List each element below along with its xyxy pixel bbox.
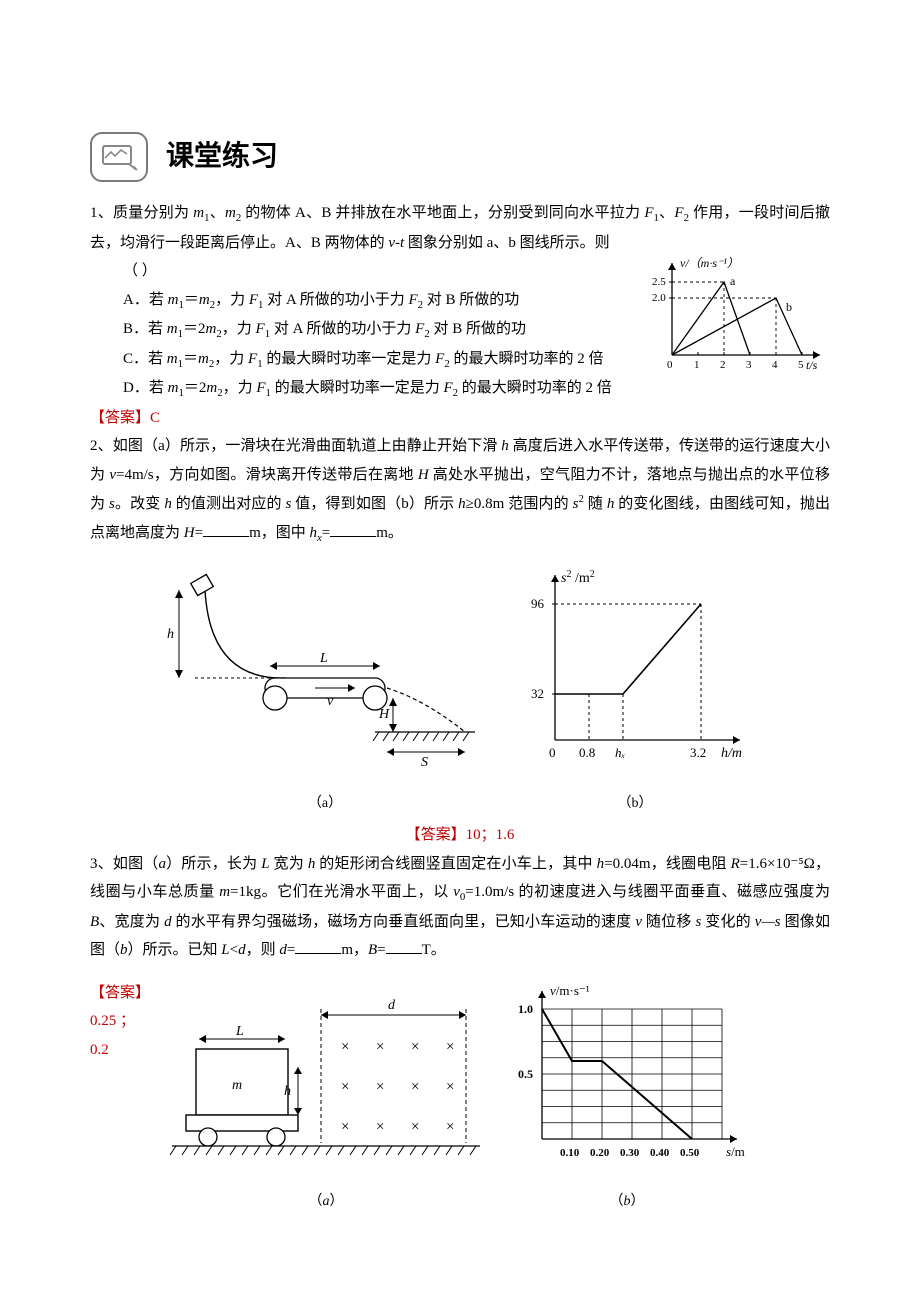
q3-fig-b-caption: （b） — [502, 1189, 752, 1216]
question-1: 1、质量分别为 m1、m2 的物体 A、B 并排放在水平地面上，分别受到同向水平… — [90, 199, 830, 432]
svg-text:h: h — [167, 627, 174, 642]
svg-text:5: 5 — [798, 359, 804, 371]
q2-figure-a: h L v H S — [165, 560, 485, 817]
q1-answer: 【答案】C — [90, 404, 830, 433]
q3-fig-a-caption: （a） — [166, 1189, 486, 1216]
svg-text:1.0: 1.0 — [518, 1002, 533, 1016]
question-3: 3、如图（a）所示，长为 L 宽为 h 的矩形闭合线圈竖直固定在小车上，其中 h… — [90, 850, 830, 1216]
svg-text:4: 4 — [772, 359, 778, 371]
q2-answer: 【答案】10；1.6 — [90, 821, 830, 850]
q2-fig-b-caption: （b） — [515, 791, 755, 818]
svg-text:0: 0 — [549, 745, 556, 760]
svg-text:h: h — [284, 1084, 291, 1099]
svg-text:×: × — [376, 1039, 384, 1055]
svg-text:×: × — [446, 1119, 454, 1135]
question-2: 2、如图（a）所示，一滑块在光滑曲面轨道上由静止开始下滑 h 高度后进入水平传送… — [90, 432, 830, 850]
svg-text:3.2: 3.2 — [690, 745, 706, 760]
svg-text:0.5: 0.5 — [518, 1067, 533, 1081]
svg-text:×: × — [341, 1119, 349, 1135]
svg-text:0.10: 0.10 — [560, 1147, 580, 1159]
q1-vt-chart: v/（m·s⁻¹） t/s 2.5 2.0 0 1 2 3 4 5 a b — [650, 255, 830, 386]
svg-text:96: 96 — [531, 596, 545, 611]
svg-text:a: a — [730, 274, 736, 288]
svg-text:3: 3 — [746, 359, 752, 371]
svg-text:h/m: h/m — [721, 746, 742, 761]
svg-text:0.50: 0.50 — [680, 1147, 700, 1159]
svg-text:×: × — [411, 1039, 419, 1055]
svg-text:×: × — [446, 1039, 454, 1055]
svg-text:×: × — [341, 1079, 349, 1095]
svg-text:×: × — [341, 1039, 349, 1055]
q3-figure-b: v/m·s⁻¹ s/m 1.0 0.5 0.10 0.20 0.30 0.40 0.50… — [502, 979, 752, 1216]
svg-text:2.5: 2.5 — [652, 276, 666, 288]
svg-text:s2 /m2: s2 /m2 — [561, 569, 595, 586]
svg-text:S: S — [421, 755, 428, 770]
svg-text:2: 2 — [720, 359, 726, 371]
svg-text:0: 0 — [667, 359, 673, 371]
q3-figure-a: d × × × × × × × × × × × × L m — [166, 979, 486, 1216]
svg-text:0.40: 0.40 — [650, 1147, 670, 1159]
svg-text:1: 1 — [694, 359, 700, 371]
svg-text:0.20: 0.20 — [590, 1147, 610, 1159]
q2-figure-b: s2 /m2 h/m 96 32 0 0.8 hₓ 3.2 （b） — [515, 560, 755, 817]
svg-text:×: × — [376, 1079, 384, 1095]
q2-stem: 2、如图（a）所示，一滑块在光滑曲面轨道上由静止开始下滑 h 高度后进入水平传送… — [90, 432, 830, 548]
svg-text:v/m·s⁻¹: v/m·s⁻¹ — [550, 983, 590, 998]
svg-text:2.0: 2.0 — [652, 292, 666, 304]
q1-stem: 1、质量分别为 m1、m2 的物体 A、B 并排放在水平地面上，分别受到同向水平… — [90, 199, 830, 257]
svg-text:0.30: 0.30 — [620, 1147, 640, 1159]
svg-text:×: × — [411, 1119, 419, 1135]
svg-text:0.8: 0.8 — [579, 745, 595, 760]
svg-text:32: 32 — [531, 686, 544, 701]
section-header: 课堂练习 — [90, 130, 830, 183]
svg-text:L: L — [319, 651, 328, 666]
xlabel: t/s — [806, 358, 818, 372]
svg-text:s/m: s/m — [726, 1144, 745, 1159]
svg-text:×: × — [376, 1119, 384, 1135]
svg-text:b: b — [786, 300, 792, 314]
svg-text:×: × — [411, 1079, 419, 1095]
ylabel: v/（m·s⁻¹） — [680, 256, 739, 270]
svg-text:hₓ: hₓ — [615, 745, 626, 760]
svg-text:L: L — [235, 1024, 244, 1039]
q2-fig-a-caption: （a） — [165, 791, 485, 818]
svg-text:H: H — [378, 707, 390, 722]
svg-text:m: m — [232, 1078, 242, 1093]
svg-text:d: d — [388, 998, 396, 1013]
svg-text:v: v — [327, 694, 334, 709]
section-title: 课堂练习 — [166, 130, 278, 183]
q3-answer: 【答案】 0.25 ； 0.2 — [90, 979, 152, 1065]
svg-text:×: × — [446, 1079, 454, 1095]
q3-stem: 3、如图（a）所示，长为 L 宽为 h 的矩形闭合线圈竖直固定在小车上，其中 h… — [90, 850, 830, 965]
practice-icon — [90, 132, 148, 182]
